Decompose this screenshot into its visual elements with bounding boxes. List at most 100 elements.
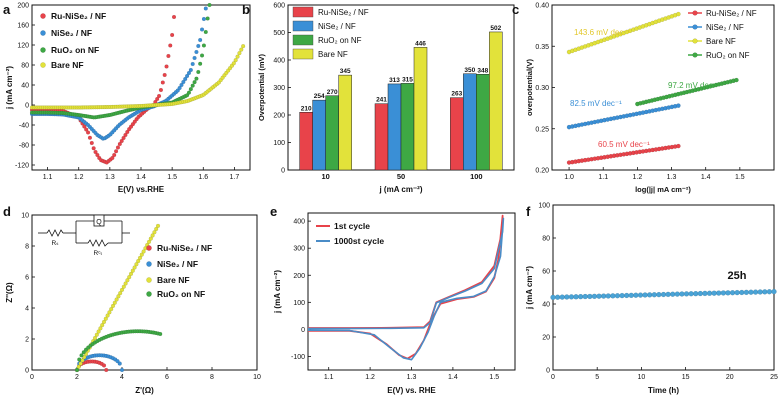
data-point (596, 293, 602, 299)
y-tick-label: 40 (542, 302, 550, 309)
data-point (132, 265, 137, 270)
data-point (231, 61, 236, 66)
data-point (676, 11, 681, 17)
data-point (587, 293, 593, 300)
y-tick-label: -120 (15, 163, 29, 170)
data-point (158, 331, 163, 337)
data-point (137, 255, 143, 260)
data-point (87, 135, 93, 140)
data-point (656, 291, 662, 298)
data-point (118, 291, 123, 296)
data-point (201, 43, 207, 48)
legend-marker (40, 62, 46, 68)
data-point (170, 32, 175, 38)
legend-label: Ru-NiSe₂ / NF (318, 8, 369, 17)
series-0 (550, 288, 777, 301)
data-point (156, 93, 162, 99)
slope-annotation: 97.2 mV dec⁻¹ (668, 81, 720, 90)
x-tick-label: 1.3 (105, 174, 115, 181)
data-point (734, 77, 739, 83)
data-point (113, 149, 119, 154)
y-tick-label: 0 (25, 103, 29, 110)
legend-label: RuO₂ on NF (318, 36, 362, 45)
data-point (186, 90, 192, 95)
data-point (573, 294, 579, 300)
x-tick-label: 1.5 (735, 174, 745, 181)
data-point (743, 289, 750, 296)
data-point (660, 291, 667, 298)
y-tick-label: -40 (19, 123, 29, 130)
legend-label: Bare NF (318, 50, 348, 59)
data-point (235, 54, 240, 59)
data-point (670, 291, 676, 297)
y-tick-label: 0.20 (535, 168, 549, 175)
data-point (121, 284, 126, 289)
data-point (77, 357, 82, 362)
data-point (239, 47, 244, 52)
legend-label: 1st cycle (334, 221, 370, 231)
y-tick-label: 600 (273, 3, 285, 10)
cpe-label: Q (96, 219, 102, 226)
data-point (198, 37, 203, 43)
data-point (190, 61, 195, 67)
data-point (192, 80, 197, 85)
data-point (148, 236, 153, 241)
x-tick-label: 15 (682, 374, 690, 381)
data-point (171, 14, 177, 20)
x-tick-label: 5 (595, 374, 599, 381)
y-tick-label: 80 (542, 236, 550, 243)
bar (450, 97, 464, 171)
data-point (757, 289, 763, 295)
legend-label: NiSe₂ / NF (51, 28, 92, 38)
data-point (205, 16, 210, 21)
y-tick-label: 120 (17, 43, 29, 50)
data-point (116, 294, 121, 299)
y-tick-label: 300 (273, 85, 285, 92)
data-point (162, 72, 167, 78)
x-tick-label: 1.7 (230, 174, 240, 181)
data-point (203, 29, 208, 35)
data-point (100, 323, 105, 328)
bar-value-label: 254 (314, 93, 325, 100)
data-point (107, 310, 112, 315)
data-point (623, 292, 630, 299)
series-3 (29, 44, 246, 110)
legend-label: Bare NF (706, 37, 736, 46)
data-point (559, 294, 565, 300)
y-axis-label: j (mA cm⁻²) (273, 270, 282, 314)
y-tick-label: 4 (25, 306, 29, 313)
x-axis-label: E(V) vs. RHE (387, 386, 436, 395)
legend-marker (692, 10, 698, 16)
data-point (181, 79, 186, 85)
bar (413, 47, 428, 171)
x-tick-label: 1.1 (43, 174, 53, 181)
data-point (633, 292, 639, 298)
y-axis-label: j (mA cm⁻²) (5, 66, 14, 110)
data-point (91, 146, 96, 151)
data-point (674, 291, 681, 297)
bar (489, 31, 503, 171)
data-point (125, 129, 130, 135)
data-point (184, 93, 190, 98)
y-axis-label: Z''(Ω) (5, 282, 14, 303)
data-point (121, 135, 126, 141)
data-point (716, 290, 722, 296)
panel-letter-e: e (270, 204, 277, 219)
data-point (164, 64, 169, 69)
data-point (734, 289, 740, 296)
data-point (101, 319, 107, 325)
y-axis-label: j (mA cm⁻²) (525, 266, 534, 310)
series-3 (74, 329, 163, 373)
data-point (628, 292, 634, 299)
data-point (150, 233, 155, 238)
x-axis-label: E(V) vs.RHE (118, 185, 165, 194)
plot-frame-f (552, 204, 775, 371)
data-point (203, 6, 208, 11)
data-point (125, 278, 130, 283)
legend-swatch (292, 20, 314, 32)
y-tick-label: 200 (273, 113, 285, 120)
y-tick-label: 400 (273, 58, 285, 65)
data-point (117, 141, 122, 147)
legend-marker (692, 24, 698, 30)
bar (312, 99, 326, 171)
